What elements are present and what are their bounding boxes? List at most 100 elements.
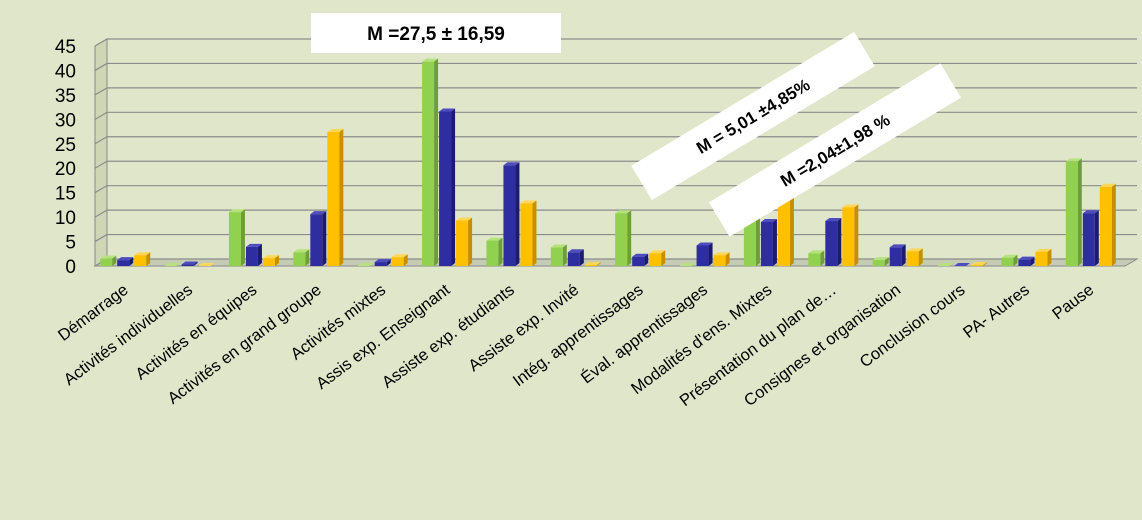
bar-side — [339, 129, 344, 266]
bar-front — [825, 221, 838, 266]
bar-top — [503, 162, 520, 166]
bar-top — [439, 108, 456, 112]
bar-side — [129, 257, 134, 266]
bar — [872, 257, 889, 266]
y-tick-label: 25 — [55, 135, 76, 156]
bar-front — [439, 111, 452, 266]
annotation-background — [311, 13, 561, 53]
bar — [1035, 248, 1052, 266]
bar-top — [134, 252, 151, 256]
bar-top — [1082, 210, 1099, 214]
bar-top — [228, 209, 245, 213]
bar — [456, 217, 473, 266]
y-tick-label: 30 — [55, 110, 76, 131]
bar-side — [112, 255, 117, 266]
bar-top — [391, 254, 408, 258]
bar-front — [310, 214, 323, 266]
bar-side — [661, 250, 666, 266]
bar — [391, 254, 408, 266]
x-tick-label: Assiste exp. Invité — [465, 281, 582, 375]
y-tick-label: 10 — [55, 208, 76, 229]
bar-side — [257, 243, 262, 266]
bar-top — [1018, 256, 1035, 260]
bar-top — [696, 242, 713, 246]
x-tick-label: Activités en équipes — [132, 281, 260, 384]
bar-front — [567, 252, 580, 266]
annotation-box: M = 5,01 ±4,85% — [631, 31, 875, 201]
bar-front — [503, 165, 516, 266]
bar-front — [615, 213, 628, 266]
bar — [808, 250, 825, 266]
gridline-depth — [94, 87, 108, 96]
annotation-text: M =27,5 ± 16,59 — [367, 24, 505, 45]
bar-top — [374, 259, 391, 263]
bar — [374, 259, 391, 266]
bar — [1018, 256, 1035, 266]
bar — [632, 253, 649, 266]
bar-front — [228, 212, 241, 266]
bar — [503, 162, 520, 266]
bar — [1082, 210, 1099, 266]
bar-side — [1047, 248, 1052, 266]
bar — [679, 263, 696, 266]
bar-side — [772, 219, 777, 266]
bar-top — [550, 244, 567, 248]
bar-top — [1065, 158, 1082, 162]
bar-front — [584, 265, 597, 266]
bar — [327, 129, 344, 266]
bar-front — [293, 252, 306, 266]
bar-front — [872, 260, 885, 266]
bar-top — [937, 263, 954, 266]
bar-side — [451, 108, 456, 266]
bar — [100, 255, 117, 266]
bar-top — [567, 249, 584, 253]
bar-side — [901, 244, 906, 266]
bar-side — [515, 162, 520, 266]
bar — [486, 237, 503, 266]
bar — [906, 248, 923, 266]
bar-top — [181, 261, 198, 265]
bar — [550, 244, 567, 266]
annotation-background — [708, 63, 962, 237]
bar-front — [391, 257, 404, 266]
bar-side — [468, 217, 473, 266]
bar-top — [825, 218, 842, 222]
bar — [357, 263, 374, 266]
bar-top — [422, 58, 439, 62]
bar-top — [842, 204, 859, 208]
bar — [164, 263, 181, 266]
bar-front — [550, 247, 563, 266]
bar-side — [837, 218, 842, 266]
bar-side — [1094, 210, 1099, 266]
bar-top — [808, 250, 825, 254]
gridline-depth — [94, 160, 108, 169]
bar-top — [486, 237, 503, 241]
bar — [713, 252, 730, 266]
bar-top — [632, 253, 649, 257]
bar-side — [708, 242, 713, 266]
bar — [228, 209, 245, 266]
bar-top — [1035, 248, 1052, 252]
bar-front — [181, 264, 194, 266]
bar-top — [1099, 183, 1116, 187]
bar — [971, 262, 988, 266]
bar-side — [725, 252, 730, 266]
bar-side — [1013, 254, 1018, 266]
bar-top — [245, 243, 262, 247]
gridline-depth — [94, 136, 108, 145]
bar-top — [713, 252, 730, 256]
bar-front — [713, 255, 726, 266]
bar-top — [615, 210, 632, 214]
y-tick-label: 40 — [55, 61, 76, 82]
bar-front — [520, 203, 533, 266]
bar-side — [193, 261, 198, 266]
bar-side — [918, 248, 923, 266]
bar-front — [117, 260, 130, 266]
bar-side — [1030, 256, 1035, 266]
bar-side — [820, 250, 825, 266]
bar — [696, 242, 713, 266]
bar-front — [1065, 161, 1078, 266]
bar-top — [760, 219, 777, 222]
bar-top — [679, 263, 696, 266]
